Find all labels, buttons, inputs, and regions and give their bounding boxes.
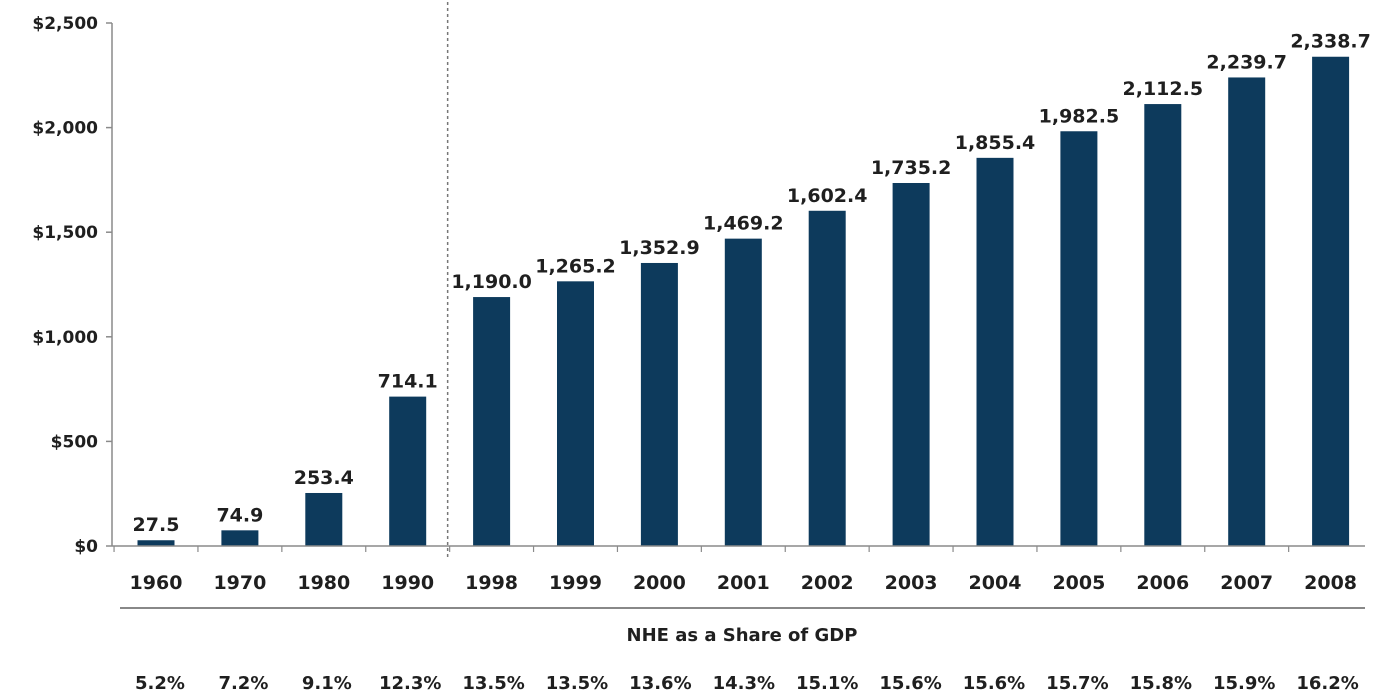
data-label: 1,982.5 (1039, 105, 1120, 127)
x-tick-label: 2007 (1220, 572, 1273, 594)
data-label: 1,855.4 (955, 132, 1036, 154)
data-label: 27.5 (133, 514, 180, 536)
share-value: 15.7% (1046, 673, 1108, 691)
bar (640, 262, 678, 546)
x-tick-label: 2005 (1052, 572, 1105, 594)
bar (892, 182, 930, 546)
share-value: 15.6% (879, 673, 941, 691)
data-label: 714.1 (378, 371, 438, 393)
share-value: 12.3% (379, 673, 441, 691)
data-label: 253.4 (294, 467, 354, 489)
x-tick-label: 2002 (801, 572, 854, 594)
data-label: 1,602.4 (787, 185, 868, 207)
share-title: NHE as a Share of GDP (627, 625, 858, 646)
x-tick-label: 2000 (633, 572, 686, 594)
x-tick-label: 2006 (1136, 572, 1189, 594)
data-label: 2,239.7 (1206, 51, 1287, 73)
x-tick-label: 1990 (381, 572, 434, 594)
bar (1144, 104, 1182, 546)
y-tick-label: $0 (74, 537, 98, 557)
bar (473, 297, 511, 546)
y-tick-label: $2,000 (32, 119, 98, 139)
data-label: 1,265.2 (535, 255, 616, 277)
bar (808, 210, 846, 546)
bar (1060, 131, 1098, 547)
x-tick-label: 2008 (1304, 572, 1357, 594)
share-value: 13.5% (462, 673, 524, 691)
share-value: 14.3% (713, 673, 775, 691)
y-tick-label: $1,500 (32, 223, 98, 243)
bar (305, 492, 343, 546)
bar (221, 530, 259, 546)
y-tick-label: $500 (51, 432, 98, 452)
x-tick-label: 2003 (885, 572, 938, 594)
share-value: 15.6% (963, 673, 1025, 691)
bar (1228, 77, 1266, 546)
x-axis: 1960 1970 1980 1990 1998 1999 2000 2001 2002 2003… (112, 545, 1365, 594)
data-label: 1,352.9 (619, 237, 700, 259)
bar (1312, 56, 1350, 547)
x-tick-label: 1980 (297, 572, 350, 594)
share-value: 15.9% (1213, 673, 1275, 691)
share-value: 13.6% (629, 673, 691, 691)
share-value: 15.8% (1130, 673, 1192, 691)
data-label: 74.9 (216, 504, 263, 526)
value-labels: 27.5 74.9253.4714.11,190.01,265.21,352.91… (133, 31, 1371, 537)
x-tick-label: 1999 (549, 572, 602, 594)
data-label: 1,735.2 (871, 157, 952, 179)
bar (557, 281, 594, 546)
data-label: 2,112.5 (1123, 78, 1204, 100)
data-label: 1,469.2 (703, 213, 784, 235)
share-value: 7.2% (218, 673, 268, 691)
share-value: 15.1% (796, 673, 858, 691)
x-tick-label: 2001 (717, 572, 770, 594)
share-values: 5.2% 7.2% 9.1% 12.3% 13.5% 13.5% 13.6% 14.3% 15.… (135, 673, 1359, 691)
bar (389, 396, 427, 546)
data-label: 1,190.0 (451, 271, 532, 293)
data-label: 2,338.7 (1290, 31, 1371, 53)
y-tick-label: $1,000 (32, 328, 98, 348)
y-tick-label: $2,500 (32, 14, 98, 34)
share-value: 5.2% (135, 673, 185, 691)
bar (976, 157, 1014, 546)
x-tick-label: 2004 (969, 572, 1022, 594)
share-value: 16.2% (1296, 673, 1358, 691)
x-tick-label: 1970 (213, 572, 266, 594)
share-value: 9.1% (302, 673, 352, 691)
y-axis: $0 $500 $1,000 $1,500 $2,000 $2,500 (32, 14, 113, 557)
bars (137, 56, 1350, 547)
share-value: 13.5% (546, 673, 608, 691)
x-tick-label: 1960 (130, 572, 183, 594)
x-tick-label: 1998 (465, 572, 518, 594)
bar (724, 238, 762, 546)
bar (137, 540, 175, 546)
